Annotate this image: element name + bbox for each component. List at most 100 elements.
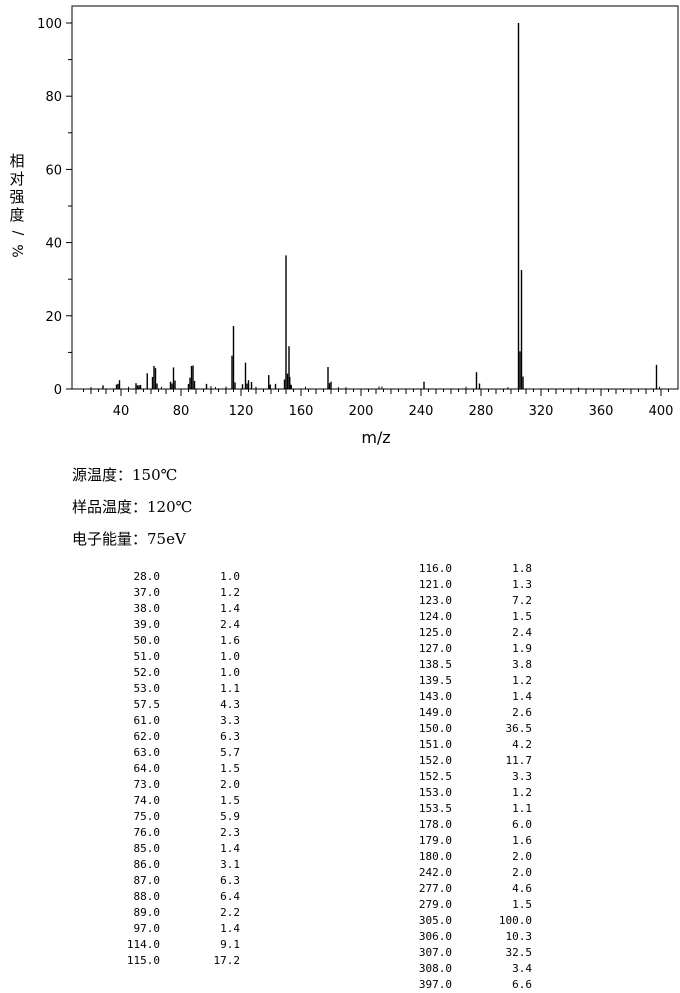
peak-mz: 50.0 bbox=[133, 634, 161, 647]
peak-mz: 87.0 bbox=[133, 874, 161, 887]
peak-row: 308.0 3.4 bbox=[388, 961, 532, 977]
peak-abundance: 3.4 bbox=[512, 962, 532, 975]
peak-row: 88.0 6.4 bbox=[96, 889, 241, 905]
peak-abundance: 1.3 bbox=[512, 578, 532, 591]
peak-mz: 152.5 bbox=[418, 770, 452, 783]
y-axis-label-char: 度 bbox=[9, 206, 25, 224]
peak-row: 138.5 3.8 bbox=[388, 657, 532, 673]
peak-row: 143.0 1.4 bbox=[388, 689, 532, 705]
peak-row: 115.0 17.2 bbox=[96, 953, 240, 969]
x-tick-label: 200 bbox=[349, 404, 374, 419]
y-axis-label-char: 相 bbox=[9, 152, 25, 170]
peak-mz: 306.0 bbox=[418, 930, 452, 943]
peak-abundance: 2.2 bbox=[220, 906, 240, 919]
peak-mz: 51.0 bbox=[133, 650, 161, 663]
peak-mz: 178.0 bbox=[418, 818, 452, 831]
peak-abundance: 1.4 bbox=[512, 690, 532, 703]
peak-abundance: 7.2 bbox=[512, 594, 532, 607]
peak-abundance: 4.3 bbox=[220, 698, 240, 711]
electron-energy: 电子能量：75eV bbox=[72, 528, 186, 549]
peak-row: 73.0 2.0 bbox=[96, 777, 241, 793]
peak-abundance: 2.0 bbox=[512, 850, 532, 863]
peak-row: 180.0 2.0 bbox=[388, 849, 532, 865]
peak-mz: 279.0 bbox=[418, 898, 452, 911]
peak-row: 37.0 1.2 bbox=[96, 585, 241, 601]
peak-abundance: 2.6 bbox=[512, 706, 532, 719]
peak-abundance: 3.3 bbox=[220, 714, 240, 727]
source-temperature-value: 150℃ bbox=[132, 466, 178, 484]
peak-abundance: 10.3 bbox=[505, 930, 533, 943]
peak-row: 39.0 2.4 bbox=[96, 617, 241, 633]
peak-abundance: 4.2 bbox=[512, 738, 532, 751]
peak-abundance: 2.3 bbox=[220, 826, 240, 839]
peak-mz: 64.0 bbox=[133, 762, 161, 775]
peak-abundance: 32.5 bbox=[505, 946, 533, 959]
peak-table-right: 116.0 1.8 121.0 1.3 123.0 7.2 124.0 1.5 125.0 2.4… bbox=[388, 561, 532, 993]
peak-row: 127.0 1.9 bbox=[388, 641, 532, 657]
peak-mz: 153.0 bbox=[418, 786, 452, 799]
y-axis-label-char: / bbox=[9, 230, 25, 236]
peak-abundance: 6.0 bbox=[512, 818, 532, 831]
peak-mz: 37.0 bbox=[133, 586, 161, 599]
sample-temperature-value: 120℃ bbox=[147, 498, 193, 516]
peak-row: 85.0 1.4 bbox=[96, 841, 241, 857]
peak-row: 242.0 2.0 bbox=[388, 865, 532, 881]
peak-mz: 305.0 bbox=[418, 914, 452, 927]
peak-abundance: 6.6 bbox=[512, 978, 532, 991]
y-axis-label-char: % bbox=[9, 244, 25, 258]
peak-mz: 151.0 bbox=[418, 738, 452, 751]
peak-abundance: 1.4 bbox=[220, 922, 240, 935]
peak-abundance: 3.8 bbox=[512, 658, 532, 671]
peak-abundance: 1.5 bbox=[220, 762, 240, 775]
peak-row: 114.0 9.1 bbox=[96, 937, 240, 953]
x-tick-label: 400 bbox=[649, 404, 674, 419]
peak-mz: 63.0 bbox=[133, 746, 161, 759]
peak-row: 149.0 2.6 bbox=[388, 705, 532, 721]
peak-abundance: 2.0 bbox=[512, 866, 532, 879]
peak-mz: 62.0 bbox=[133, 730, 161, 743]
peak-mz: 143.0 bbox=[418, 690, 452, 703]
peak-row: 97.0 1.4 bbox=[96, 921, 241, 937]
peak-row: 153.5 1.1 bbox=[388, 801, 532, 817]
peak-row: 277.0 4.6 bbox=[388, 881, 532, 897]
peak-row: 74.0 1.5 bbox=[96, 793, 241, 809]
peak-mz: 57.5 bbox=[133, 698, 161, 711]
peak-row: 86.0 3.1 bbox=[96, 857, 241, 873]
peak-row: 152.5 3.3 bbox=[388, 769, 532, 785]
peak-abundance: 2.4 bbox=[512, 626, 532, 639]
peak-mz: 38.0 bbox=[133, 602, 161, 615]
peak-abundance: 1.2 bbox=[220, 586, 240, 599]
peak-mz: 153.5 bbox=[418, 802, 452, 815]
mass-spectrum-chart: 0 20 40 60 80 100 40 80 120 160 200 240 280 320 360 400… bbox=[37, 5, 679, 447]
peak-abundance: 6.3 bbox=[220, 874, 240, 887]
source-temperature: 源温度：150℃ bbox=[72, 464, 177, 485]
peak-row: 125.0 2.4 bbox=[388, 625, 532, 641]
peak-mz: 88.0 bbox=[133, 890, 161, 903]
peak-abundance: 11.7 bbox=[505, 754, 533, 767]
peak-row: 51.0 1.0 bbox=[96, 649, 241, 665]
peak-abundance: 100.0 bbox=[498, 914, 532, 927]
peak-abundance: 1.5 bbox=[220, 794, 240, 807]
peak-row: 305.0 100.0 bbox=[388, 913, 532, 929]
peak-row: 63.0 5.7 bbox=[96, 745, 241, 761]
peak-row: 52.0 1.0 bbox=[96, 665, 241, 681]
peak-mz: 152.0 bbox=[418, 754, 452, 767]
peak-row: 151.0 4.2 bbox=[388, 737, 532, 753]
x-tick-label: 320 bbox=[529, 404, 554, 419]
y-axis-label: 相对强度 /% bbox=[6, 152, 28, 260]
peak-mz: 97.0 bbox=[133, 922, 161, 935]
peak-row: 139.5 1.2 bbox=[388, 673, 532, 689]
peak-row: 89.0 2.2 bbox=[96, 905, 241, 921]
peak-abundance: 1.5 bbox=[512, 898, 532, 911]
y-tick-label: 40 bbox=[45, 237, 62, 252]
peak-row: 150.0 36.5 bbox=[388, 721, 532, 737]
x-tick-label: 120 bbox=[229, 404, 254, 419]
peak-abundance: 1.5 bbox=[512, 610, 532, 623]
peak-mz: 89.0 bbox=[133, 906, 161, 919]
peak-abundance: 2.4 bbox=[220, 618, 240, 631]
peak-row: 116.0 1.8 bbox=[388, 561, 532, 577]
peak-row: 62.0 6.3 bbox=[96, 729, 241, 745]
peak-mz: 139.5 bbox=[418, 674, 452, 687]
peak-row: 38.0 1.4 bbox=[96, 601, 241, 617]
peak-row: 121.0 1.3 bbox=[388, 577, 532, 593]
